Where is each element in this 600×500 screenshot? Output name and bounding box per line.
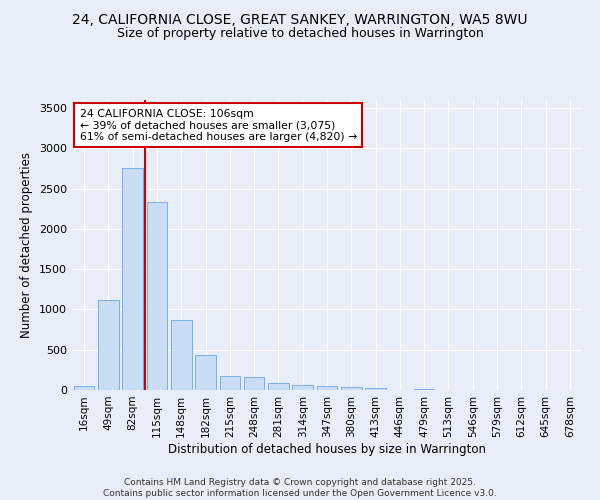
Bar [171,320,191,390]
Bar [292,385,313,390]
Bar [98,300,119,390]
Bar [244,376,265,390]
Bar [341,387,362,390]
Text: 24 CALIFORNIA CLOSE: 106sqm
← 39% of detached houses are smaller (3,075)
61% of : 24 CALIFORNIA CLOSE: 106sqm ← 39% of det… [80,108,357,142]
Bar [414,389,434,390]
Bar [365,388,386,390]
Bar [74,386,94,390]
Bar [122,168,143,390]
Bar [268,383,289,390]
Text: Contains HM Land Registry data © Crown copyright and database right 2025.
Contai: Contains HM Land Registry data © Crown c… [103,478,497,498]
Text: 24, CALIFORNIA CLOSE, GREAT SANKEY, WARRINGTON, WA5 8WU: 24, CALIFORNIA CLOSE, GREAT SANKEY, WARR… [72,12,528,26]
Bar [146,202,167,390]
Text: Size of property relative to detached houses in Warrington: Size of property relative to detached ho… [116,28,484,40]
Bar [195,354,216,390]
Bar [317,386,337,390]
X-axis label: Distribution of detached houses by size in Warrington: Distribution of detached houses by size … [168,442,486,456]
Y-axis label: Number of detached properties: Number of detached properties [20,152,34,338]
Bar [220,376,240,390]
